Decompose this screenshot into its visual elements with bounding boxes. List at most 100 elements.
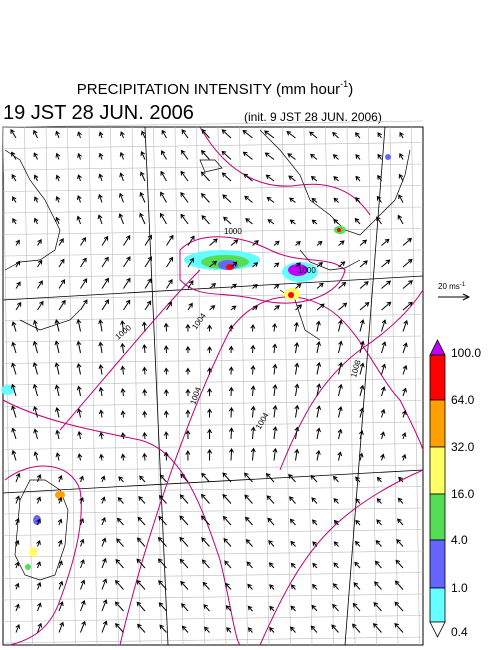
wind-arrow [142,366,148,375]
wind-arrow [338,240,345,246]
grid-line [282,126,291,646]
wind-arrow [380,408,386,418]
wind-arrow [264,130,275,139]
wind-arrow [316,427,321,440]
wind-arrow [187,280,194,289]
grid-line [239,126,248,646]
wind-arrow [136,537,146,547]
wind-arrow [185,409,191,418]
wind-arrow [222,194,232,203]
wind-arrow [76,318,82,332]
wind-arrow [207,448,213,461]
wind-arrow [80,599,86,612]
wind-arrow [228,345,234,354]
reference-label-superscript: -1 [460,282,466,288]
wind-arrow [273,283,280,289]
wind-arrow [290,540,296,547]
wind-arrow [58,621,65,633]
wind-arrow [120,410,126,418]
wind-arrow [207,387,213,397]
wind-arrow [201,559,210,569]
wind-arrow [115,623,124,633]
wind-arrow [11,449,17,461]
wind-arrow [120,131,125,139]
wind-arrow [252,305,258,311]
wind-arrow [55,429,61,440]
wind-arrow [355,498,361,504]
wind-arrow [395,559,404,569]
colorbar-label: 0.4 [451,625,468,639]
wind-arrow [58,258,65,268]
wind-arrow [98,152,104,160]
wind-arrow [158,602,167,612]
grid-line [389,126,399,646]
wind-arrow [14,582,20,590]
wind-arrow [311,604,318,612]
longitude-line [344,126,386,646]
wind-arrow [252,240,259,246]
grid-line [67,126,76,646]
wind-arrow [36,518,41,526]
grid-line [2,615,424,622]
wind-arrow [332,603,339,612]
wind-arrow [187,302,193,311]
wind-arrow [247,627,253,633]
wind-arrow [269,605,275,612]
wind-arrow [225,582,232,590]
wind-arrow [101,599,108,612]
grid-line [2,314,424,321]
wind-arrow [381,341,387,354]
rain-area [29,547,37,557]
wind-arrow [315,449,321,461]
wind-arrow [12,196,17,203]
wind-arrow [54,340,60,354]
grid-line [2,529,424,536]
wind-arrow [315,320,321,332]
wind-arrow [36,473,42,483]
wind-arrow [354,561,361,569]
wind-vectors [10,128,413,633]
colorbar-segment [429,493,446,541]
rain-area [288,292,294,298]
wind-arrow [311,519,318,526]
wind-arrow [245,218,253,225]
grid-line [260,126,270,646]
wind-arrow [185,388,191,397]
wind-arrow [80,299,88,311]
colorbar-label: 32.0 [451,440,475,454]
wind-arrow [11,362,17,375]
wind-arrow [250,323,256,332]
wind-arrow [136,579,146,590]
wind-arrow [142,452,148,461]
wind-arrow [359,260,368,268]
wind-arrow [80,257,87,268]
wind-arrow [332,475,339,483]
wind-arrow [272,343,278,354]
wind-arrow [209,260,217,268]
wind-arrow [55,452,61,461]
wind-arrow [185,345,191,354]
wind-arrow [207,408,213,418]
wind-arrow [77,430,83,440]
grid-line [2,593,424,601]
grid-line [110,126,119,646]
grid-line [2,271,424,278]
wind-arrow [355,154,361,160]
grid-line [346,126,356,646]
wind-arrow [290,626,296,633]
wind-arrow [37,259,43,268]
wind-arrow [250,447,256,461]
wind-arrow [273,240,280,246]
wind-arrow [252,283,258,289]
wind-arrow [230,239,239,246]
wind-arrow [157,558,167,569]
wind-arrow [288,175,296,182]
title-close: ) [348,81,353,98]
wind-arrow [136,558,146,569]
wind-arrow [267,219,275,225]
wind-arrow [377,132,382,139]
wind-arrow [373,601,382,612]
wind-arrow [120,365,126,375]
wind-arrow [338,361,343,375]
wind-arrow [402,364,408,375]
